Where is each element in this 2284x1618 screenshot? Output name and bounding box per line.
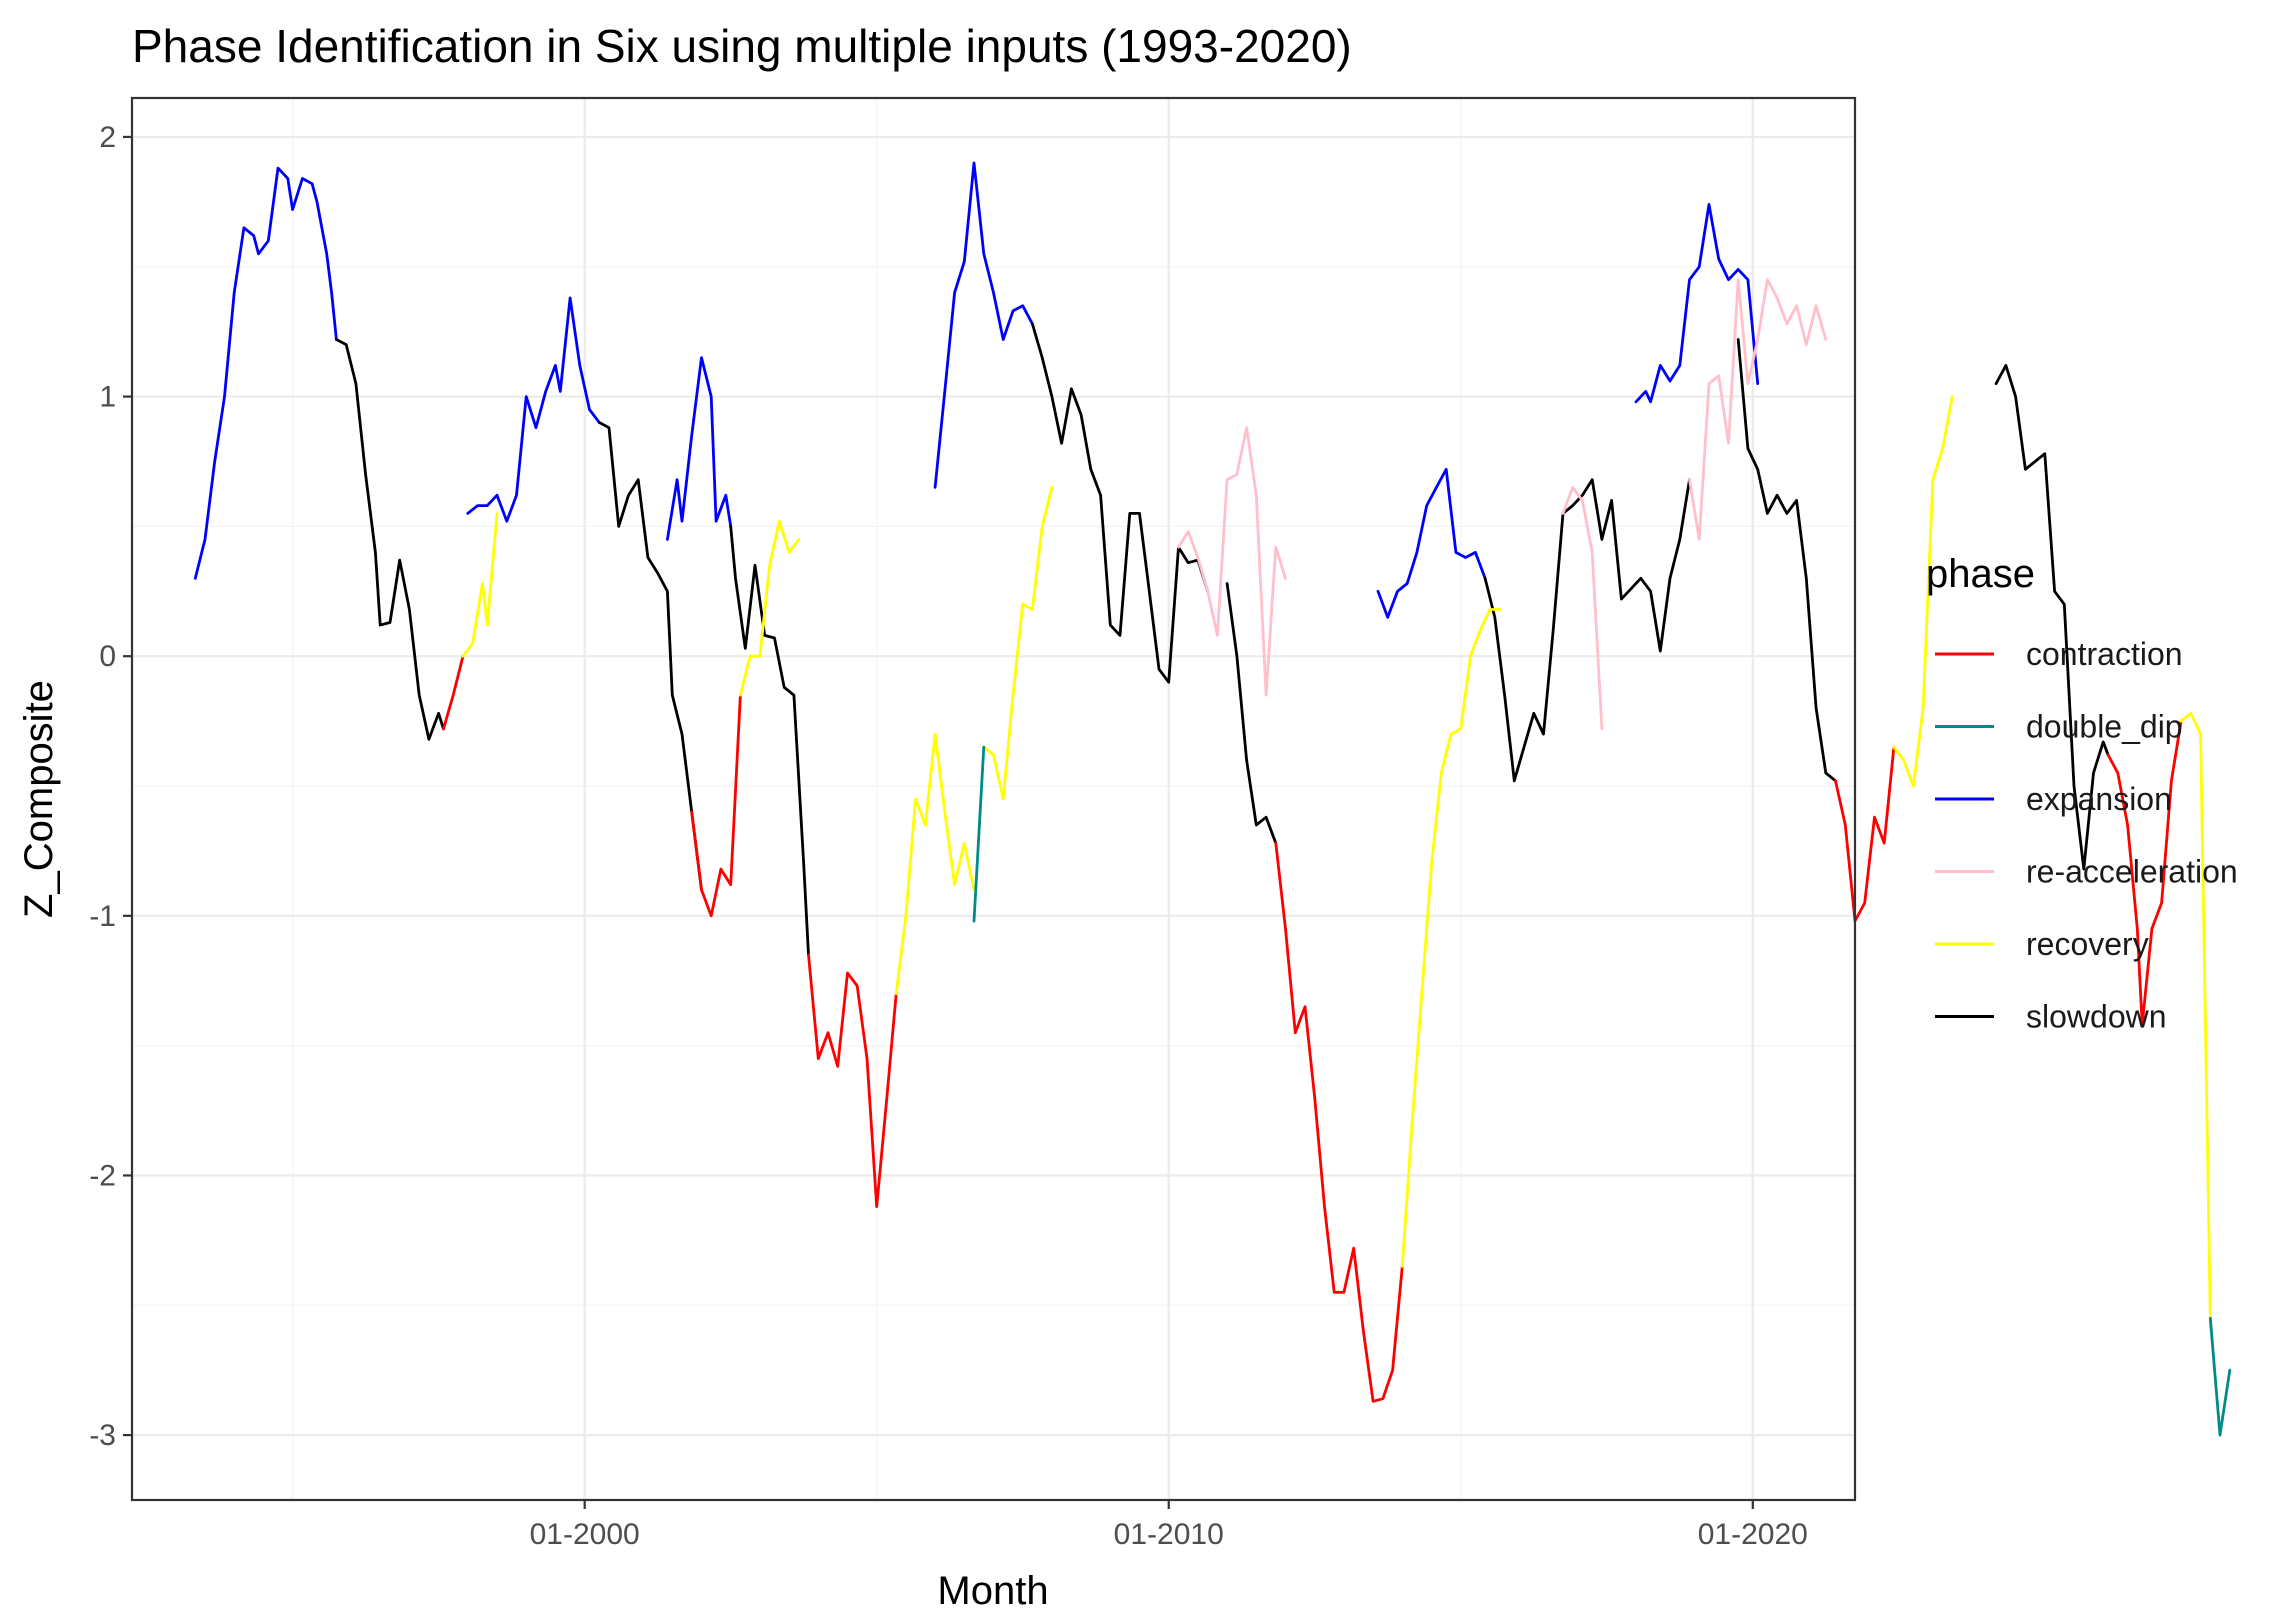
y-tick-label: -1 (89, 900, 116, 933)
series-expansion (193, 161, 1760, 619)
y-tick-label: 0 (99, 640, 116, 673)
series-line-recovery (739, 519, 801, 697)
series-line-recovery (894, 732, 976, 996)
series-line-slowdown (1031, 322, 1210, 684)
series-line-slowdown (1736, 338, 1837, 783)
series-line-expansion (193, 166, 338, 580)
series-slowdown (335, 322, 2110, 957)
chart-title: Phase Identification in Six using multip… (132, 20, 1352, 72)
series-line-expansion (666, 356, 733, 541)
x-tick-label: 01-2020 (1698, 1518, 1808, 1551)
x-axis-title: Month (937, 1569, 1048, 1613)
series-line-recovery (461, 512, 499, 658)
y-tick-label: -3 (89, 1419, 116, 1452)
y-tick-label: 2 (99, 121, 116, 154)
series-lines (193, 161, 2232, 1437)
series-line-slowdown (1994, 364, 2110, 871)
legend-label-slowdown: slowdown (2026, 999, 2167, 1035)
series-line-double_dip (972, 745, 986, 923)
series-line-contraction (442, 654, 465, 731)
series-line-expansion (1376, 467, 1487, 619)
x-tick-label: 01-2000 (530, 1518, 640, 1551)
series-contraction (442, 654, 2183, 1403)
panel-border (130, 96, 1857, 1502)
y-tick-label: -2 (89, 1159, 116, 1192)
series-line-expansion (466, 296, 601, 523)
series-line-recovery (1892, 395, 1954, 788)
legend: phase contraction double_dip expansion re-a… (1926, 552, 2238, 1035)
series-line-recovery (2179, 711, 2212, 1320)
legend-label-recovery: recovery (2026, 926, 2149, 962)
series-re-acceleration (1177, 278, 1828, 731)
x-tick-label: 01-2010 (1114, 1518, 1224, 1551)
series-line-re-acceleration (1177, 426, 1287, 697)
legend-label-double_dip: double_dip (2026, 709, 2183, 745)
series-line-re-acceleration (1688, 278, 1828, 541)
axis-ticks: -3 -2 -1 0 1 2 01-2000 01-2010 01-2020 (89, 121, 1808, 1551)
series-line-expansion (933, 161, 1034, 489)
y-axis-title: Z_Composite (17, 680, 61, 918)
series-line-slowdown (729, 525, 810, 957)
series-line-expansion (1634, 203, 1760, 404)
legend-title: phase (1926, 552, 2035, 596)
series-line-slowdown (597, 421, 703, 892)
series-line-contraction (690, 693, 742, 918)
series-double_dip (972, 745, 2232, 1437)
series-line-contraction (2106, 719, 2183, 1027)
legend-label-contraction: contraction (2026, 636, 2183, 672)
series-line-contraction (1274, 841, 1404, 1403)
series-line-contraction (807, 953, 898, 1208)
series-line-recovery (982, 486, 1054, 801)
series-line-recovery (1400, 608, 1502, 1268)
series-line-slowdown (335, 338, 445, 741)
series-line-re-acceleration (1561, 486, 1604, 731)
series-line-slowdown (1225, 582, 1278, 845)
grid (132, 98, 1855, 1500)
y-tick-label: 1 (99, 381, 116, 414)
series-line-slowdown (1483, 478, 1691, 783)
series-line-double_dip (2208, 1316, 2232, 1437)
legend-label-re-acceleration: re-acceleration (2026, 854, 2238, 890)
series-line-contraction (1834, 745, 1896, 923)
legend-label-expansion: expansion (2026, 781, 2172, 817)
series-recovery (461, 395, 2212, 1320)
